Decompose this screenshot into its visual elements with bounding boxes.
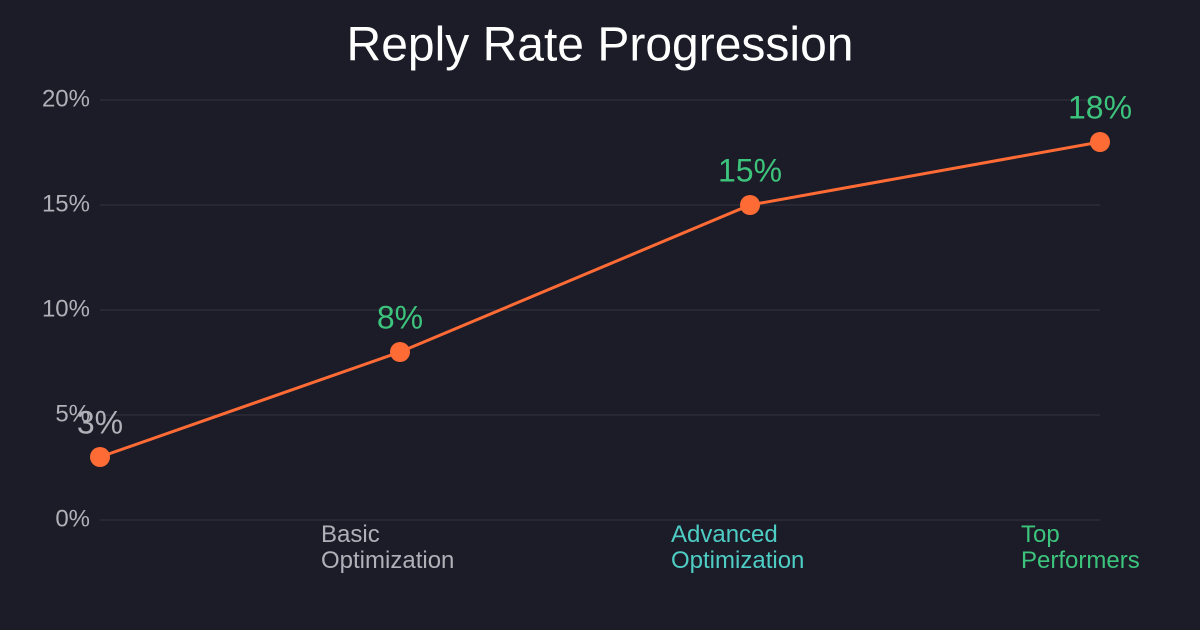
data-label: 3% [77, 404, 123, 440]
point [1090, 132, 1110, 152]
point [390, 342, 410, 362]
x-tick-label: Basic Optimization [321, 521, 454, 574]
y-tick-label: 20% [42, 85, 90, 112]
point [740, 195, 760, 215]
line [99, 140, 1101, 459]
y-tick-label: 0% [55, 505, 90, 532]
y-tick-label: 10% [42, 295, 90, 322]
y-tick-label: 5% [55, 400, 90, 427]
data-label: 15% [718, 152, 782, 188]
x-tick-label: Advanced Optimization [671, 521, 804, 574]
data-label: 8% [377, 299, 423, 335]
y-tick-label: 15% [42, 190, 90, 217]
chart-title: Reply Rate Progression [347, 19, 854, 72]
point [90, 447, 110, 467]
x-tick-label: Top Performers [1021, 521, 1140, 574]
data-label: 18% [1068, 89, 1132, 125]
